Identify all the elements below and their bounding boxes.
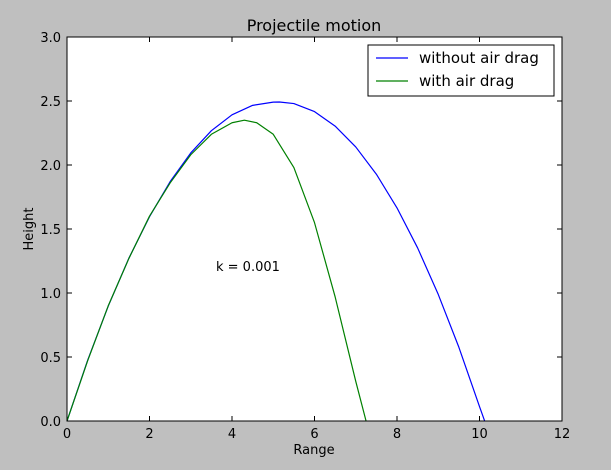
x-tick-label: 4 <box>228 427 236 442</box>
y-axis-label: Height <box>22 208 37 251</box>
plot-marks: 0 2 4 6 8 10 12 0.0 0.5 1.0 1.5 2.0 2.5 3.0 <box>40 31 570 442</box>
legend-label-with-air-drag: with air drag <box>419 72 514 90</box>
x-tick-label: 0 <box>63 427 71 442</box>
plot-background <box>67 37 562 421</box>
x-tick-label: 2 <box>145 427 153 442</box>
legend-box <box>367 44 555 97</box>
legend: without air drag with air drag <box>367 44 555 97</box>
y-tick-label: 1.5 <box>40 223 61 238</box>
x-tick-label: 12 <box>554 427 571 442</box>
y-tick-label: 2.5 <box>40 95 61 110</box>
x-tick-label: 6 <box>310 427 318 442</box>
series-line-with-air-drag <box>67 119 367 421</box>
y-tick-label: 3.0 <box>40 31 61 46</box>
x-tick-label: 8 <box>393 427 401 442</box>
plot-frame <box>66 36 563 422</box>
chart-title: Projectile motion <box>247 16 382 35</box>
y-tick-label: 0.0 <box>40 415 61 430</box>
y-tick-label: 1.0 <box>40 287 61 302</box>
x-tick-label: 10 <box>471 427 488 442</box>
legend-label-without-air-drag: without air drag <box>419 49 539 67</box>
x-axis-label: Range <box>293 443 334 458</box>
y-tick-label: 2.0 <box>40 159 61 174</box>
y-tick-label: 0.5 <box>40 351 61 366</box>
annotation-k: k = 0.001 <box>216 260 280 275</box>
